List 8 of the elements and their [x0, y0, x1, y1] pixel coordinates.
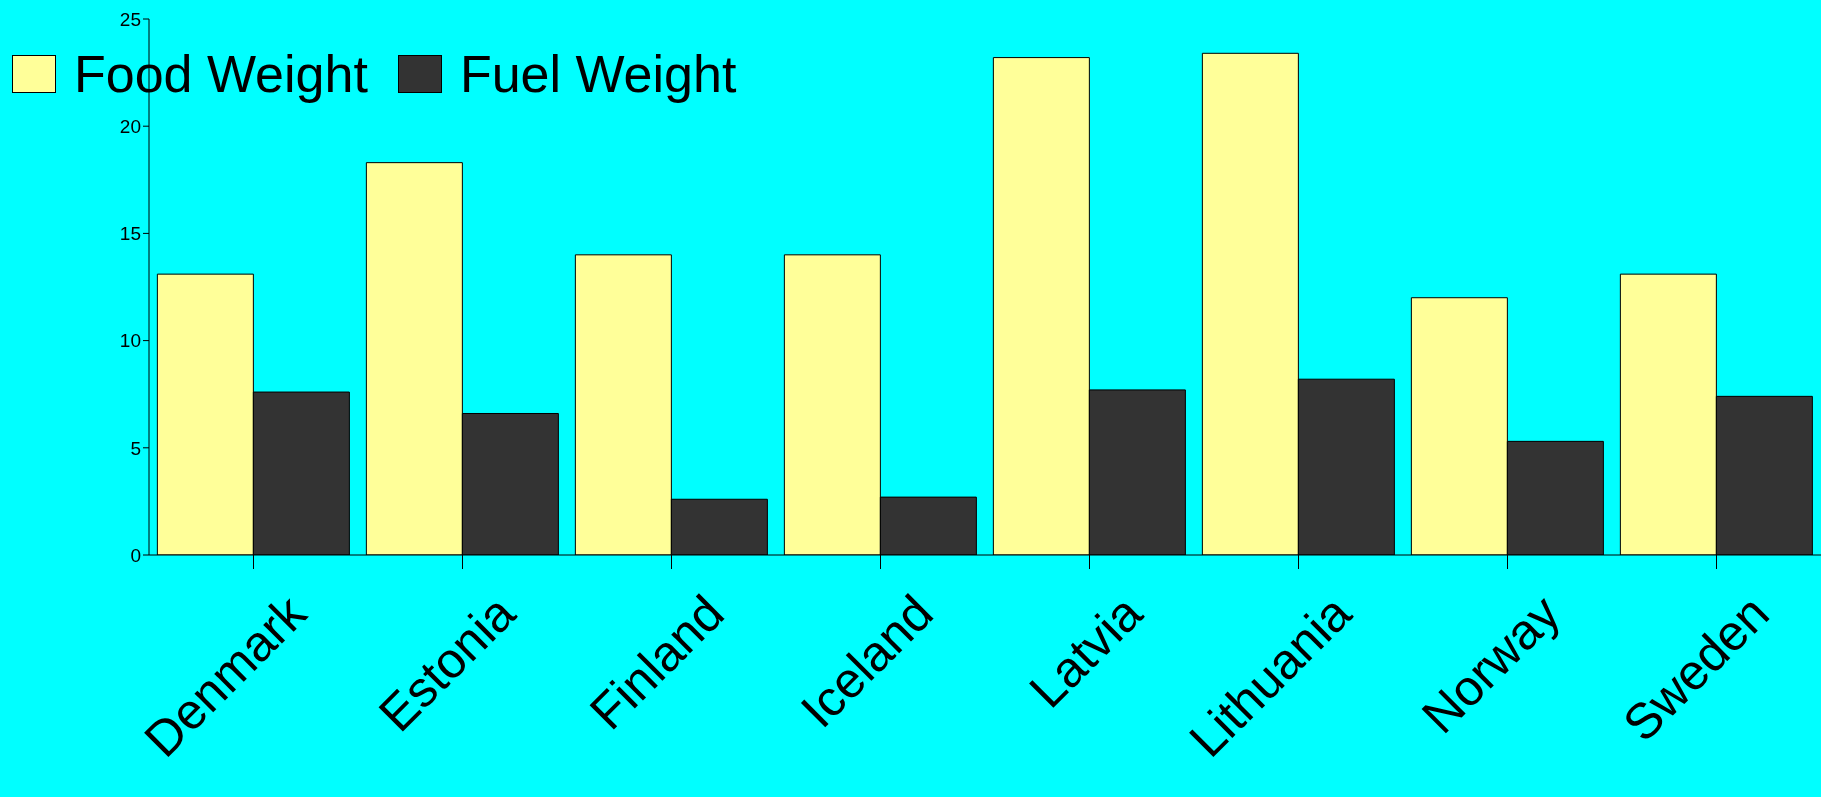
y-tick-label: 25 — [119, 8, 141, 30]
y-tick-label: 10 — [119, 330, 141, 352]
y-tick-label: 20 — [119, 115, 141, 137]
legend-label: Fuel Weight — [459, 44, 737, 104]
y-tick-label: 0 — [130, 544, 141, 566]
y-tick-label: 15 — [119, 223, 141, 245]
legend-label: Food Weight — [74, 44, 368, 104]
y-tick-label: 5 — [130, 437, 141, 459]
